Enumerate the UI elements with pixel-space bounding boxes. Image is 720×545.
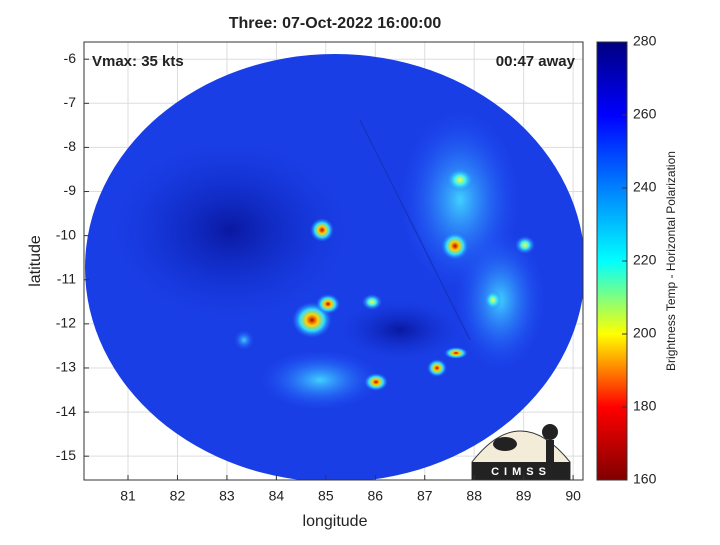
x-axis-label: longitude xyxy=(303,513,368,530)
colorbar-tick-label: 280 xyxy=(633,33,657,49)
annotation: 00:47 away xyxy=(496,53,576,70)
colorbar-tick-label: 180 xyxy=(633,398,657,414)
x-tick-label: 84 xyxy=(269,488,285,504)
logo-band xyxy=(472,462,570,480)
image xyxy=(85,54,583,480)
colorbar-tick-label: 200 xyxy=(633,325,657,341)
annotation: Vmax: 35 kts xyxy=(92,53,184,70)
x-tick-label: 89 xyxy=(516,488,532,504)
plot-frame xyxy=(83,41,584,481)
convection xyxy=(444,347,468,359)
x-tick-label: 88 xyxy=(466,488,482,504)
convection xyxy=(441,232,469,260)
x-tick-label: 82 xyxy=(170,488,186,504)
convection xyxy=(310,218,334,242)
convection xyxy=(364,373,388,391)
x-tick-label: 86 xyxy=(368,488,384,504)
y-tick-label: -6 xyxy=(64,50,77,66)
y-tick-label: -9 xyxy=(64,182,77,198)
y-tick-label: -11 xyxy=(57,270,76,286)
colorbar-tick-label: 220 xyxy=(633,252,657,268)
logo-tower xyxy=(542,424,558,440)
cold-region xyxy=(340,300,460,360)
colorbar-tick-label: 260 xyxy=(633,106,657,122)
swath-seam xyxy=(359,119,471,341)
y-tick-label: -13 xyxy=(56,359,76,375)
colorbar-tick-label: 160 xyxy=(633,471,657,487)
convection xyxy=(515,236,535,254)
convection xyxy=(427,359,447,377)
convection xyxy=(484,290,502,310)
chart-title: Three: 07-Oct-2022 16:00:00 xyxy=(229,15,442,32)
x-tick-label: 90 xyxy=(565,488,581,504)
convection xyxy=(234,330,254,350)
logo-tower xyxy=(546,440,554,462)
y-tick-label: -8 xyxy=(64,138,77,154)
x-tick-label: 83 xyxy=(219,488,235,504)
x-tick-label: 85 xyxy=(318,488,334,504)
colorbar-label: Brightness Temp - Horizontal Polarizatio… xyxy=(664,151,678,371)
cold-region xyxy=(110,140,350,320)
colorbar-tick-label: 240 xyxy=(633,179,657,195)
x-tick-label: 87 xyxy=(417,488,433,504)
rain-band xyxy=(260,350,380,410)
y-tick-label: -7 xyxy=(64,94,77,110)
convection xyxy=(446,168,474,192)
y-tick-label: -15 xyxy=(56,447,76,463)
convection xyxy=(362,294,382,310)
y-tick-label: -12 xyxy=(56,315,76,331)
y-tick-label: -10 xyxy=(56,226,76,242)
logo-text: CIMSS xyxy=(491,466,551,478)
y-tick-label: -14 xyxy=(56,403,76,419)
logo-dish xyxy=(493,437,517,451)
convection xyxy=(316,294,340,314)
y-axis-label: latitude xyxy=(27,235,44,287)
logo: CIMSS xyxy=(471,424,571,481)
x-tick-label: 81 xyxy=(120,488,136,504)
